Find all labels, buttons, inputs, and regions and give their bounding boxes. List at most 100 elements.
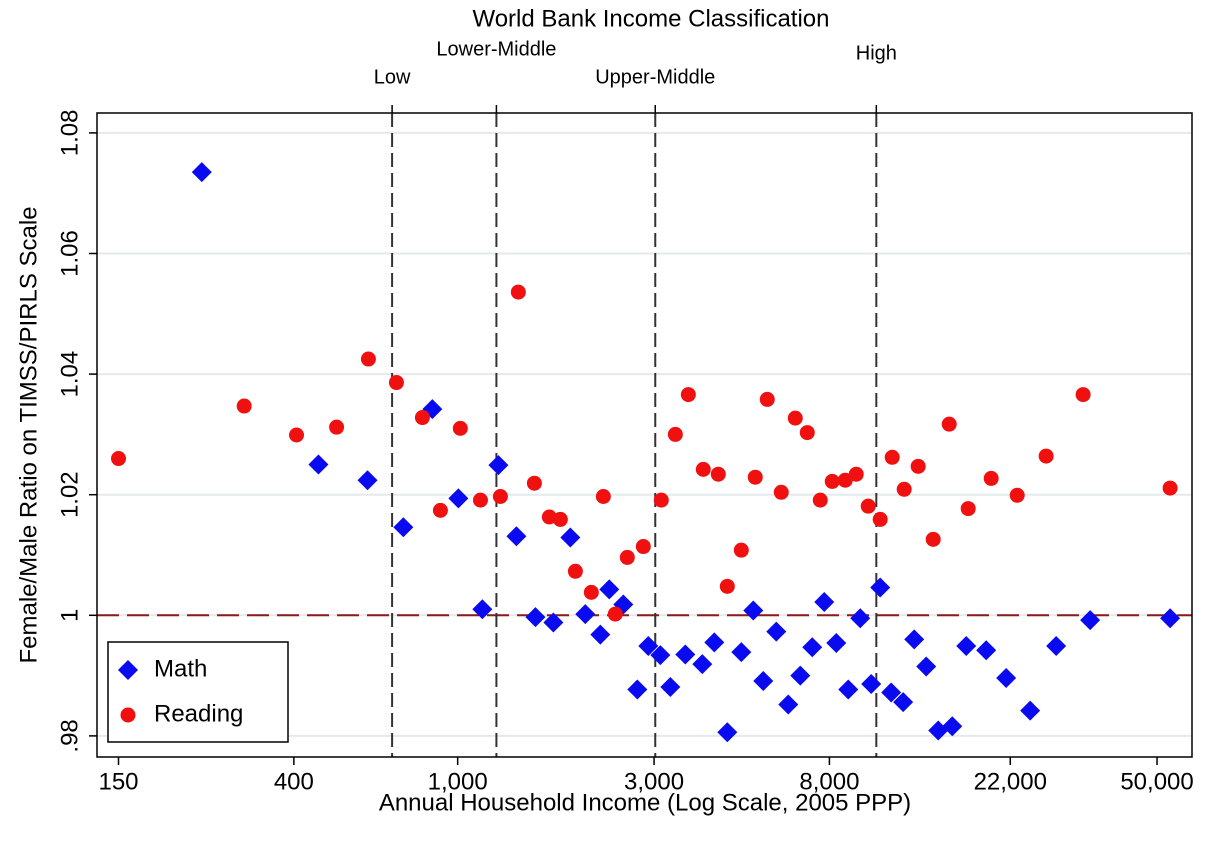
- reading-point: [472, 492, 488, 508]
- math-point: [790, 665, 811, 686]
- math-point: [778, 694, 799, 715]
- math-point: [1160, 608, 1181, 629]
- reading-point: [983, 470, 999, 486]
- reading-point: [759, 391, 775, 407]
- math-point: [638, 636, 659, 657]
- reading-point: [710, 466, 726, 482]
- reading-point: [787, 410, 803, 426]
- top-axis-title: World Bank Income Classification: [472, 5, 829, 32]
- x-tick-label: 400: [274, 768, 314, 795]
- math-point: [357, 470, 378, 491]
- math-point: [743, 600, 764, 621]
- x-tick-label: 1,000: [428, 768, 488, 795]
- math-point: [976, 640, 997, 661]
- x-axis-title: Annual Household Income (Log Scale, 2005…: [379, 789, 911, 816]
- x-tick-label: 3,000: [624, 768, 684, 795]
- x-tick-label: 8,000: [799, 768, 859, 795]
- y-axis-title: Female/Male Ratio on TIMSS/PIRLS Scale: [15, 206, 42, 663]
- reading-point: [680, 387, 696, 403]
- reading-point: [773, 484, 789, 500]
- reading-point: [595, 489, 611, 505]
- math-point: [881, 682, 902, 703]
- reading-point: [619, 549, 635, 565]
- reading-point: [1075, 387, 1091, 403]
- math-point: [1020, 700, 1041, 721]
- math-point: [996, 668, 1017, 689]
- reading-point: [837, 472, 853, 488]
- math-point: [692, 654, 713, 675]
- math-point: [893, 692, 914, 713]
- reading-point: [526, 475, 542, 491]
- reading-point: [733, 542, 749, 558]
- math-point: [590, 624, 611, 645]
- math-point: [675, 644, 696, 665]
- math-point: [560, 527, 581, 548]
- legend-label: Reading: [154, 700, 243, 727]
- reading-point: [388, 375, 404, 391]
- x-tick-label: 22,000: [974, 768, 1047, 795]
- reading-point: [289, 427, 305, 443]
- reading-point: [884, 449, 900, 465]
- math-point: [802, 637, 823, 658]
- y-tick-label: 1.02: [56, 471, 83, 518]
- math-point: [731, 642, 752, 663]
- math-point: [766, 621, 787, 642]
- math-point: [627, 679, 648, 700]
- math-point: [191, 162, 212, 183]
- reading-point: [452, 420, 468, 436]
- math-point: [717, 722, 738, 743]
- y-tick-label: 1.06: [56, 230, 83, 277]
- y-tick-label: 1: [56, 609, 83, 622]
- reading-point: [910, 458, 926, 474]
- income-threshold-label: Upper-Middle: [595, 66, 715, 88]
- math-point: [704, 632, 725, 653]
- math-point: [916, 656, 937, 677]
- reading-point: [1038, 448, 1054, 464]
- math-point: [942, 716, 963, 737]
- reading-point: [567, 563, 583, 579]
- math-point: [814, 592, 835, 613]
- reading-point: [872, 511, 888, 527]
- reading-point: [329, 419, 345, 435]
- income-threshold-label: Lower-Middle: [436, 38, 556, 60]
- reading-point: [607, 606, 623, 622]
- reading-point: [432, 502, 448, 518]
- reading-point: [848, 466, 864, 482]
- math-point: [660, 677, 681, 698]
- math-point: [1080, 610, 1101, 631]
- reading-point: [941, 416, 957, 432]
- math-point: [753, 671, 774, 692]
- x-tick-label: 150: [98, 768, 138, 795]
- income-threshold-label: Low: [374, 66, 411, 88]
- math-point: [650, 645, 671, 666]
- math-point: [826, 633, 847, 654]
- legend-marker: [120, 707, 136, 723]
- reading-point: [960, 501, 976, 517]
- reading-point: [824, 473, 840, 489]
- reading-point: [667, 426, 683, 442]
- math-point: [308, 454, 329, 475]
- math-point: [525, 607, 546, 628]
- reading-point: [510, 284, 526, 300]
- reading-point: [1009, 487, 1025, 503]
- reading-point: [236, 398, 252, 414]
- reading-point: [583, 584, 599, 600]
- math-point: [904, 629, 925, 650]
- math-point: [956, 636, 977, 657]
- legend-label: Math: [154, 655, 207, 682]
- reading-point: [860, 498, 876, 514]
- plot-frame: [96, 112, 1193, 758]
- math-point: [838, 679, 859, 700]
- math-point: [861, 674, 882, 695]
- math-point: [488, 455, 509, 476]
- math-point: [1046, 636, 1067, 657]
- math-point: [393, 517, 414, 538]
- math-point: [543, 612, 564, 633]
- math-point: [575, 604, 596, 625]
- y-tick-label: 1.08: [56, 110, 83, 157]
- math-point: [870, 577, 891, 598]
- math-point: [599, 579, 620, 600]
- reading-point: [492, 489, 508, 505]
- math-point: [506, 526, 527, 547]
